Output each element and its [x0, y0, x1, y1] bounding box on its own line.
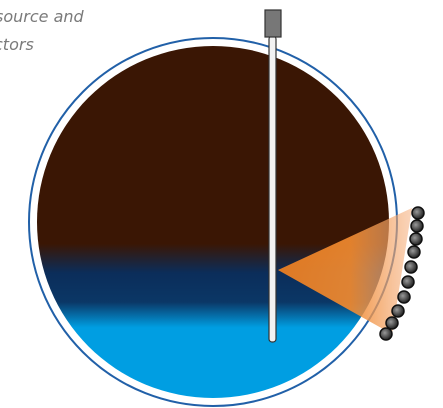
- detector: [410, 219, 424, 233]
- detectors: [379, 206, 425, 341]
- detector: [401, 275, 415, 289]
- detector: [407, 245, 421, 259]
- detector: [409, 232, 423, 246]
- caption-line: ctors: [0, 35, 34, 54]
- detector: [385, 316, 399, 330]
- source-rod: [268, 35, 277, 343]
- detector: [391, 304, 405, 318]
- source-head: [264, 9, 282, 38]
- detector: [397, 290, 411, 304]
- detector: [404, 260, 418, 274]
- radiation-fan: [278, 208, 412, 334]
- vessel-contents: [37, 46, 389, 398]
- detector: [411, 206, 425, 220]
- caption-line: source and: [0, 7, 85, 26]
- detector: [379, 327, 393, 341]
